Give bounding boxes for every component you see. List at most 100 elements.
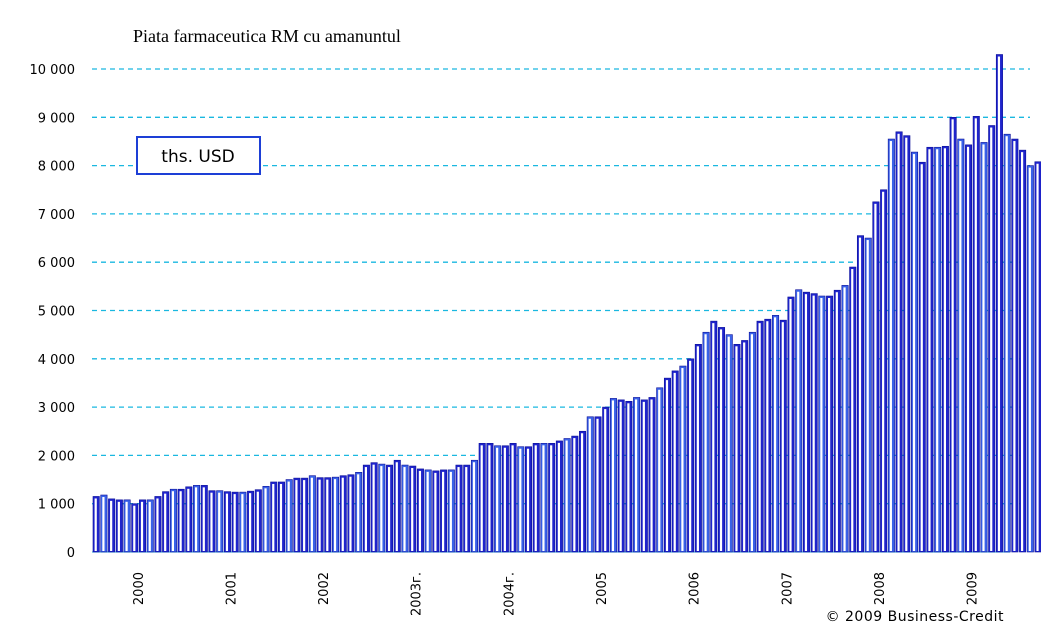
x-tick-label: 2004г. (502, 572, 517, 616)
bar-highlight (187, 488, 190, 551)
bar-highlight (642, 401, 645, 551)
bar-highlight (781, 322, 784, 551)
bar-highlight (943, 148, 946, 551)
bar-series (92, 54, 1041, 553)
y-tick-label: 2 000 (38, 449, 75, 464)
bar-highlight (534, 445, 537, 551)
bar-highlight (912, 154, 916, 551)
bar-highlight (364, 467, 367, 551)
bar-highlight (951, 119, 954, 552)
bar-highlight (866, 240, 869, 552)
bar-highlight (110, 500, 113, 551)
bar-highlight (326, 479, 329, 551)
y-axis: 0 1 000 2 000 3 000 4 000 5 000 6 000 7 000 8 00… (30, 63, 76, 561)
bar-highlight (565, 440, 568, 551)
bar-highlight (202, 487, 205, 551)
bar-highlight (611, 400, 615, 551)
bar-highlight (442, 471, 445, 551)
x-axis: 2000 2001 2002 2003г. 2004г. 2005 2006 2007 2008… (132, 572, 981, 616)
bar-highlight (140, 501, 144, 551)
y-tick-label: 6 000 (38, 256, 75, 271)
bar-highlight (241, 494, 244, 551)
bar-highlight (303, 480, 306, 551)
bar-highlight (164, 493, 167, 552)
bar-highlight (156, 498, 159, 551)
bar-highlight (596, 418, 599, 551)
bar-highlight (928, 149, 931, 551)
bar-highlight (619, 401, 622, 551)
bar-highlight (874, 203, 877, 551)
y-tick-label: 3 000 (38, 401, 75, 416)
unit-label: ths. USD (161, 147, 234, 167)
chart-title: Piata farmaceutica RM cu amanuntul (133, 26, 401, 46)
bar-highlight (503, 447, 506, 551)
bar-highlight (171, 491, 174, 551)
bar-highlight (635, 399, 638, 551)
y-tick-label: 9 000 (38, 111, 75, 126)
bar-highlight (650, 399, 653, 551)
bar-highlight (982, 144, 985, 552)
bar-highlight (1028, 167, 1031, 551)
bar-highlight (719, 329, 723, 551)
bar-highlight (758, 323, 761, 551)
bar-highlight (287, 481, 290, 551)
bar-highlight (418, 470, 422, 551)
bar-highlight (550, 445, 553, 551)
bar-highlight (920, 164, 923, 551)
bar-highlight (812, 295, 815, 551)
bar-highlight (457, 467, 460, 551)
bar-highlight (681, 368, 684, 551)
bar-highlight (488, 445, 491, 551)
bar-highlight (828, 298, 831, 551)
bar-highlight (882, 191, 885, 551)
x-tick-label: 2008 (873, 572, 888, 605)
bar-highlight (897, 133, 900, 552)
bar-highlight (735, 346, 738, 551)
bar-highlight (665, 380, 669, 551)
y-tick-label: 10 000 (30, 63, 76, 78)
bar-highlight (225, 493, 229, 552)
bar-highlight (148, 501, 151, 551)
bar-highlight (959, 141, 962, 552)
y-tick-label: 4 000 (38, 353, 75, 368)
bar-highlight (573, 438, 576, 551)
bar-highlight (997, 56, 1001, 551)
bar-highlight (480, 445, 483, 551)
bar-highlight (712, 323, 715, 551)
bar-highlight (789, 298, 792, 551)
bar-highlight (256, 491, 259, 551)
bar-highlight (472, 462, 476, 551)
bar-highlight (403, 467, 406, 551)
bar-highlight (233, 494, 236, 551)
bar-highlight (395, 462, 398, 551)
x-tick-label: 2000 (132, 572, 147, 605)
bar-highlight (627, 403, 630, 551)
bar-highlight (380, 466, 383, 551)
bar-highlight (357, 474, 360, 551)
bar-highlight (449, 471, 452, 551)
x-tick-label: 2003г. (410, 572, 425, 616)
bar-highlight (496, 447, 499, 551)
x-tick-label: 2006 (688, 572, 703, 605)
bar-highlight (889, 141, 892, 552)
bar-highlight (990, 127, 993, 551)
bar-highlight (387, 467, 391, 551)
y-tick-label: 1 000 (38, 498, 75, 513)
bar-highlight (750, 334, 753, 551)
bar-highlight (210, 492, 213, 551)
bar-highlight (905, 137, 908, 551)
bar-highlight (936, 149, 939, 551)
bar-highlight (133, 505, 136, 551)
bar-highlight (743, 342, 746, 551)
x-tick-label: 2002 (317, 572, 332, 605)
bar-highlight (426, 471, 429, 551)
bar-highlight (658, 389, 661, 551)
y-tick-label: 7 000 (38, 208, 75, 223)
bar-highlight (835, 292, 838, 551)
bar-highlight (125, 501, 128, 551)
bar-highlight (264, 488, 267, 551)
bar-highlight (1021, 152, 1024, 551)
bar-highlight (689, 360, 692, 551)
bar-highlight (295, 480, 298, 551)
